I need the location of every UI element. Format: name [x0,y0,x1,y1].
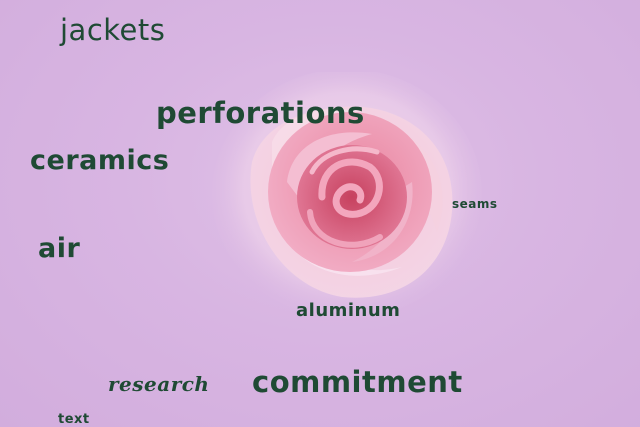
word-ceramics: ceramics [30,145,170,176]
rose-image [212,72,482,319]
word-text: text [58,412,90,427]
word-air: air [38,233,81,264]
word-jackets: jackets [60,13,166,47]
word-seams: seams [452,197,498,211]
word-commitment: commitment [252,365,463,399]
word-perforations: perforations [156,96,365,130]
word-research: research [108,372,210,396]
word-aluminum: aluminum [296,300,401,321]
